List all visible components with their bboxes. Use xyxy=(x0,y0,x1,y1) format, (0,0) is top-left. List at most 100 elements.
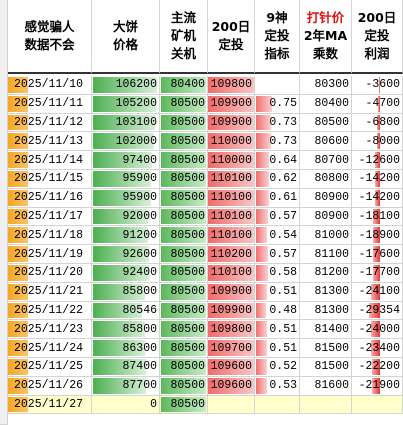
table-cell: 2025/11/26 xyxy=(8,376,92,396)
table-cell: 80500 xyxy=(160,376,208,396)
table-cell: -17600 xyxy=(352,245,403,264)
data-bar xyxy=(378,95,381,112)
table-cell: 106200 xyxy=(92,76,160,95)
cell-text: 80500 xyxy=(170,285,205,299)
table-cell: 110100 xyxy=(208,264,255,283)
table-cell: 80500 xyxy=(160,395,208,415)
data-bar xyxy=(93,377,146,394)
data-bar xyxy=(93,114,156,131)
table-cell: 102000 xyxy=(92,132,160,152)
header-line: 2年MA xyxy=(303,28,348,43)
table-cell: 80800 xyxy=(300,170,352,189)
data-bar xyxy=(377,114,381,131)
data-bar xyxy=(93,359,146,375)
table-cell xyxy=(255,76,300,95)
table-cell: 110100 xyxy=(208,170,255,189)
cell-text: 80700 xyxy=(314,153,349,167)
cell-text: 81000 xyxy=(314,228,349,242)
cell-text: 80500 xyxy=(314,115,349,129)
header-line: 价格 xyxy=(112,37,138,52)
cell-text: 81300 xyxy=(314,303,349,317)
table-cell: 110000 xyxy=(208,132,255,152)
data-bar xyxy=(161,283,206,300)
table-cell: 81600 xyxy=(300,376,352,396)
header-line: 感觉骗人 xyxy=(24,19,75,34)
cell-text: 0.51 xyxy=(269,341,297,355)
table-cell: 80500 xyxy=(300,113,352,133)
cell-text: 109800 xyxy=(210,322,252,336)
data-bar xyxy=(256,114,272,131)
header-line: 定投 xyxy=(218,37,244,52)
cell-text: 110000 xyxy=(210,153,252,167)
data-bar xyxy=(370,283,381,300)
cell-text: 2025/11/19 xyxy=(14,247,84,261)
cell-text: 0.62 xyxy=(269,172,297,186)
table-cell: 0.51 xyxy=(255,339,300,358)
table-cell: 110100 xyxy=(208,188,255,208)
date-highlight xyxy=(8,114,28,131)
table-cell: -17700 xyxy=(352,264,403,283)
table-cell: 109700 xyxy=(208,339,255,358)
table-cell: 0.57 xyxy=(255,207,300,227)
table-cell: 109800 xyxy=(208,76,255,95)
data-bar xyxy=(93,95,157,112)
data-bar xyxy=(256,246,268,262)
table-cell: 85800 xyxy=(92,320,160,340)
cell-fill xyxy=(208,283,254,300)
table-cell: 2025/11/24 xyxy=(8,339,92,358)
table-cell: 2025/11/23 xyxy=(8,320,92,340)
cell-fill xyxy=(208,95,254,112)
table-cell: 80600 xyxy=(300,132,352,152)
cell-text: 105200 xyxy=(115,97,157,111)
table-cell: 95900 xyxy=(92,188,160,208)
table-cell: 2025/11/11 xyxy=(8,94,92,114)
column-header: 打针价 2年MA 乘数 xyxy=(300,0,352,74)
cell-text: 80500 xyxy=(170,247,205,261)
cell-text: 0.58 xyxy=(269,266,297,280)
table-cell: 2025/11/25 xyxy=(8,358,92,377)
table-cell: 0.57 xyxy=(255,245,300,264)
cell-text: 0.61 xyxy=(269,191,297,205)
table-cell: -21900 xyxy=(352,376,403,396)
cell-text: 0.75 xyxy=(269,97,297,111)
data-bar xyxy=(256,340,267,356)
cell-text: 2025/11/17 xyxy=(14,209,84,223)
cell-text: 80900 xyxy=(314,209,349,223)
date-highlight xyxy=(8,208,28,225)
table-cell: -6800 xyxy=(352,113,403,133)
data-bar xyxy=(256,377,268,394)
data-bar xyxy=(376,133,381,150)
header-line: 关机 xyxy=(170,46,196,61)
table-cell: 0 xyxy=(92,395,160,415)
table-cell: 95900 xyxy=(92,170,160,189)
date-highlight xyxy=(8,377,28,394)
table-cell: 2025/11/14 xyxy=(8,151,92,170)
data-bar xyxy=(93,171,151,187)
data-bar xyxy=(256,302,267,319)
cell-text: -6800 xyxy=(365,115,400,129)
cell-fill xyxy=(208,208,254,225)
cell-text: -18900 xyxy=(358,228,400,242)
data-bar xyxy=(93,246,149,262)
cell-text: 80500 xyxy=(170,397,205,411)
table-cell: 2025/11/18 xyxy=(8,226,92,246)
cell-fill xyxy=(208,321,254,338)
table-cell: -3600 xyxy=(352,76,403,95)
table-cell: -8000 xyxy=(352,132,403,152)
cell-fill xyxy=(208,114,254,131)
data-bar xyxy=(93,340,145,356)
cell-fill xyxy=(208,152,254,168)
cell-text: -29354 xyxy=(358,303,400,317)
cell-fill xyxy=(208,227,254,244)
cell-text: 80500 xyxy=(170,191,205,205)
date-highlight xyxy=(8,396,28,413)
cell-text: 0.57 xyxy=(269,209,297,223)
cell-text: 80546 xyxy=(122,303,157,317)
data-bar xyxy=(371,340,381,356)
data-bar xyxy=(371,377,381,394)
header-line: 大饼 xyxy=(112,19,138,34)
cell-text: -17700 xyxy=(358,266,400,280)
table-cell: 80500 xyxy=(160,264,208,283)
cell-text: -14200 xyxy=(358,172,400,186)
data-bar xyxy=(161,396,206,413)
